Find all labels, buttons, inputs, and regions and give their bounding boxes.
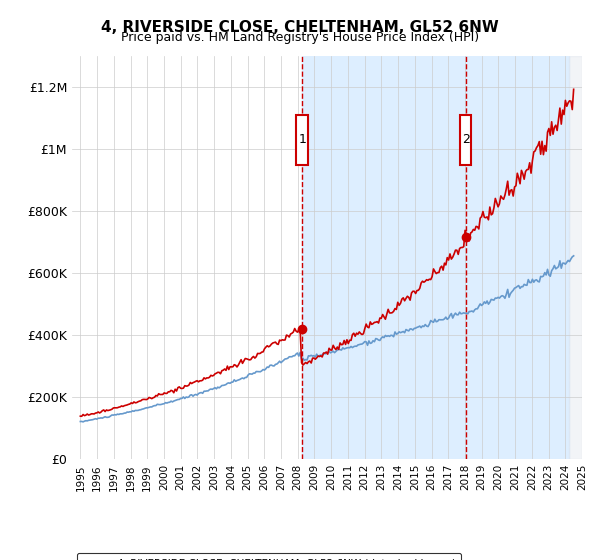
FancyBboxPatch shape xyxy=(296,115,308,165)
Text: 1: 1 xyxy=(298,133,306,146)
Bar xyxy=(569,56,582,459)
FancyBboxPatch shape xyxy=(460,115,472,165)
Text: 2: 2 xyxy=(461,133,470,146)
Bar xyxy=(569,56,582,459)
Text: 4, RIVERSIDE CLOSE, CHELTENHAM, GL52 6NW: 4, RIVERSIDE CLOSE, CHELTENHAM, GL52 6NW xyxy=(101,20,499,35)
Bar xyxy=(302,56,569,459)
Text: Price paid vs. HM Land Registry's House Price Index (HPI): Price paid vs. HM Land Registry's House … xyxy=(121,31,479,44)
Legend: 4, RIVERSIDE CLOSE, CHELTENHAM, GL52 6NW (detached house), HPI: Average price, d: 4, RIVERSIDE CLOSE, CHELTENHAM, GL52 6NW… xyxy=(77,553,461,560)
